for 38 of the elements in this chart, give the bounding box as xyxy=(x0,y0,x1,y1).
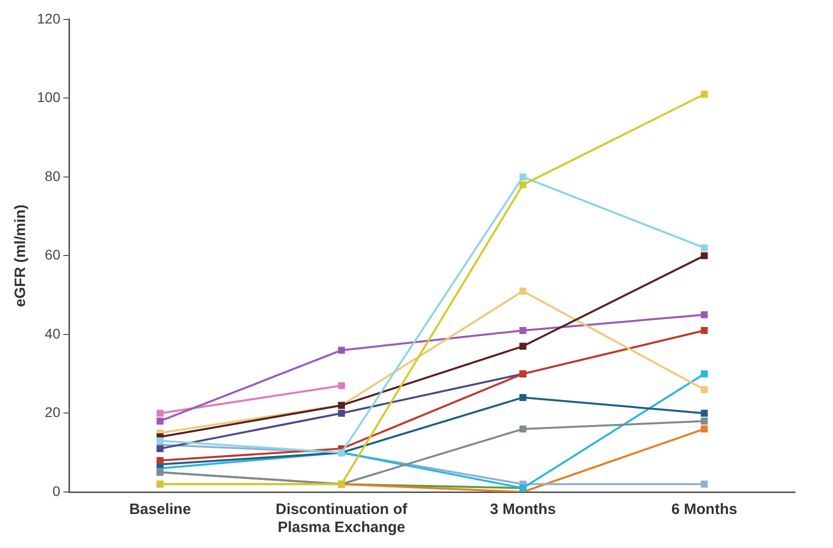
point xyxy=(519,426,526,432)
point xyxy=(700,311,708,318)
point xyxy=(156,445,164,452)
point xyxy=(700,386,708,394)
point xyxy=(338,346,345,354)
point xyxy=(338,382,345,390)
y-tick-label: 120 xyxy=(37,10,61,26)
point xyxy=(519,327,526,334)
point xyxy=(519,181,526,188)
y-axis-title: eGFR (ml/min) xyxy=(12,204,30,307)
y-tick-label: 100 xyxy=(37,89,61,106)
point xyxy=(519,394,526,401)
point xyxy=(519,342,526,350)
point xyxy=(156,410,164,417)
point xyxy=(338,410,345,417)
point xyxy=(700,327,708,334)
point xyxy=(700,244,708,252)
point xyxy=(156,437,164,444)
point xyxy=(700,480,708,488)
y-tick-label: 0 xyxy=(52,482,61,499)
point xyxy=(700,418,708,425)
x-tick-label: Baseline xyxy=(129,501,191,518)
point xyxy=(700,90,708,98)
point xyxy=(156,418,164,425)
x-tick-label: Discontinuation of Plasma Exchange xyxy=(276,501,408,536)
x-tick-label: 6 Months xyxy=(671,501,738,518)
point xyxy=(700,410,708,417)
point xyxy=(519,288,526,295)
y-tick-label: 40 xyxy=(44,325,61,342)
y-tick-label: 60 xyxy=(44,246,61,263)
y-tick-label: 80 xyxy=(44,168,61,184)
point xyxy=(156,457,164,464)
x-tick-label: 3 Months xyxy=(490,501,556,518)
point xyxy=(700,252,708,260)
point xyxy=(519,173,526,180)
y-tick-label: 20 xyxy=(44,404,61,420)
point xyxy=(700,426,708,432)
point xyxy=(700,370,708,378)
